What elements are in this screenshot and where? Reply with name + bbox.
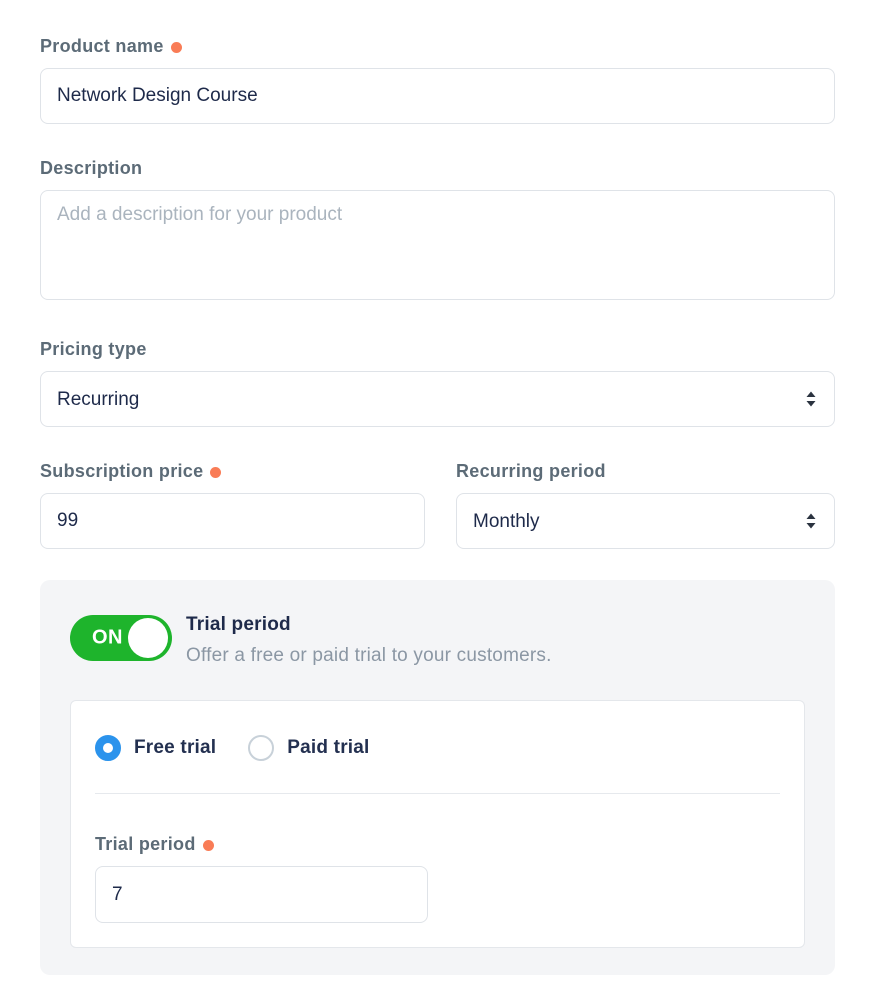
trial-period-panel: ON Trial period Offer a free or paid tri… [40, 580, 835, 975]
trial-period-subtitle: Offer a free or paid trial to your custo… [186, 645, 552, 666]
subscription-price-field: Subscription price [40, 461, 425, 549]
recurring-period-select[interactable]: Monthly [456, 493, 835, 549]
paid-trial-option[interactable]: Paid trial [248, 735, 369, 761]
pricing-type-label: Pricing type [40, 339, 835, 360]
toggle-on-label: ON [92, 626, 123, 649]
trial-options-card: Free trial Paid trial Trial period [70, 700, 805, 948]
description-field: Description [40, 158, 835, 305]
required-indicator [170, 42, 182, 53]
recurring-period-select-wrap: Monthly [456, 493, 835, 549]
product-form: Product name Description Pricing type Re… [40, 36, 835, 975]
pricing-type-label-text: Pricing type [40, 339, 147, 359]
description-textarea[interactable] [40, 190, 835, 300]
recurring-period-label: Recurring period [456, 461, 835, 482]
trial-period-title: Trial period [186, 614, 291, 635]
required-indicator [202, 840, 214, 851]
trial-period-days-label: Trial period [95, 834, 780, 855]
recurring-period-label-text: Recurring period [456, 461, 606, 481]
required-indicator [210, 467, 222, 478]
description-label: Description [40, 158, 835, 179]
trial-toggle-text: Trial period Offer a free or paid trial … [186, 613, 552, 667]
paid-trial-label: Paid trial [287, 737, 370, 758]
toggle-knob [128, 618, 168, 658]
free-trial-option[interactable]: Free trial [95, 735, 216, 761]
product-name-label: Product name [40, 36, 835, 57]
pricing-type-field: Pricing type Recurring [40, 339, 835, 427]
free-trial-label: Free trial [134, 737, 217, 758]
card-divider [95, 793, 780, 794]
pricing-type-select[interactable]: Recurring [40, 371, 835, 427]
subscription-price-label: Subscription price [40, 461, 425, 482]
product-name-input[interactable] [40, 68, 835, 124]
trial-type-radio-group: Free trial Paid trial [95, 735, 780, 761]
recurring-period-field: Recurring period Monthly [456, 461, 835, 549]
product-name-label-text: Product name [40, 36, 164, 56]
subscription-price-label-text: Subscription price [40, 461, 204, 481]
product-name-field: Product name [40, 36, 835, 124]
price-period-row: Subscription price Recurring period Mont… [40, 461, 835, 549]
trial-period-toggle[interactable]: ON [70, 615, 172, 661]
subscription-price-input[interactable] [40, 493, 425, 549]
trial-period-days-field: Trial period [95, 834, 780, 923]
trial-period-days-input[interactable] [95, 866, 428, 923]
pricing-type-select-wrap: Recurring [40, 371, 835, 427]
description-label-text: Description [40, 158, 143, 178]
trial-toggle-row: ON Trial period Offer a free or paid tri… [70, 613, 805, 667]
radio-selected-icon[interactable] [95, 735, 121, 761]
trial-period-days-label-text: Trial period [95, 834, 196, 854]
radio-unselected-icon[interactable] [248, 735, 275, 761]
